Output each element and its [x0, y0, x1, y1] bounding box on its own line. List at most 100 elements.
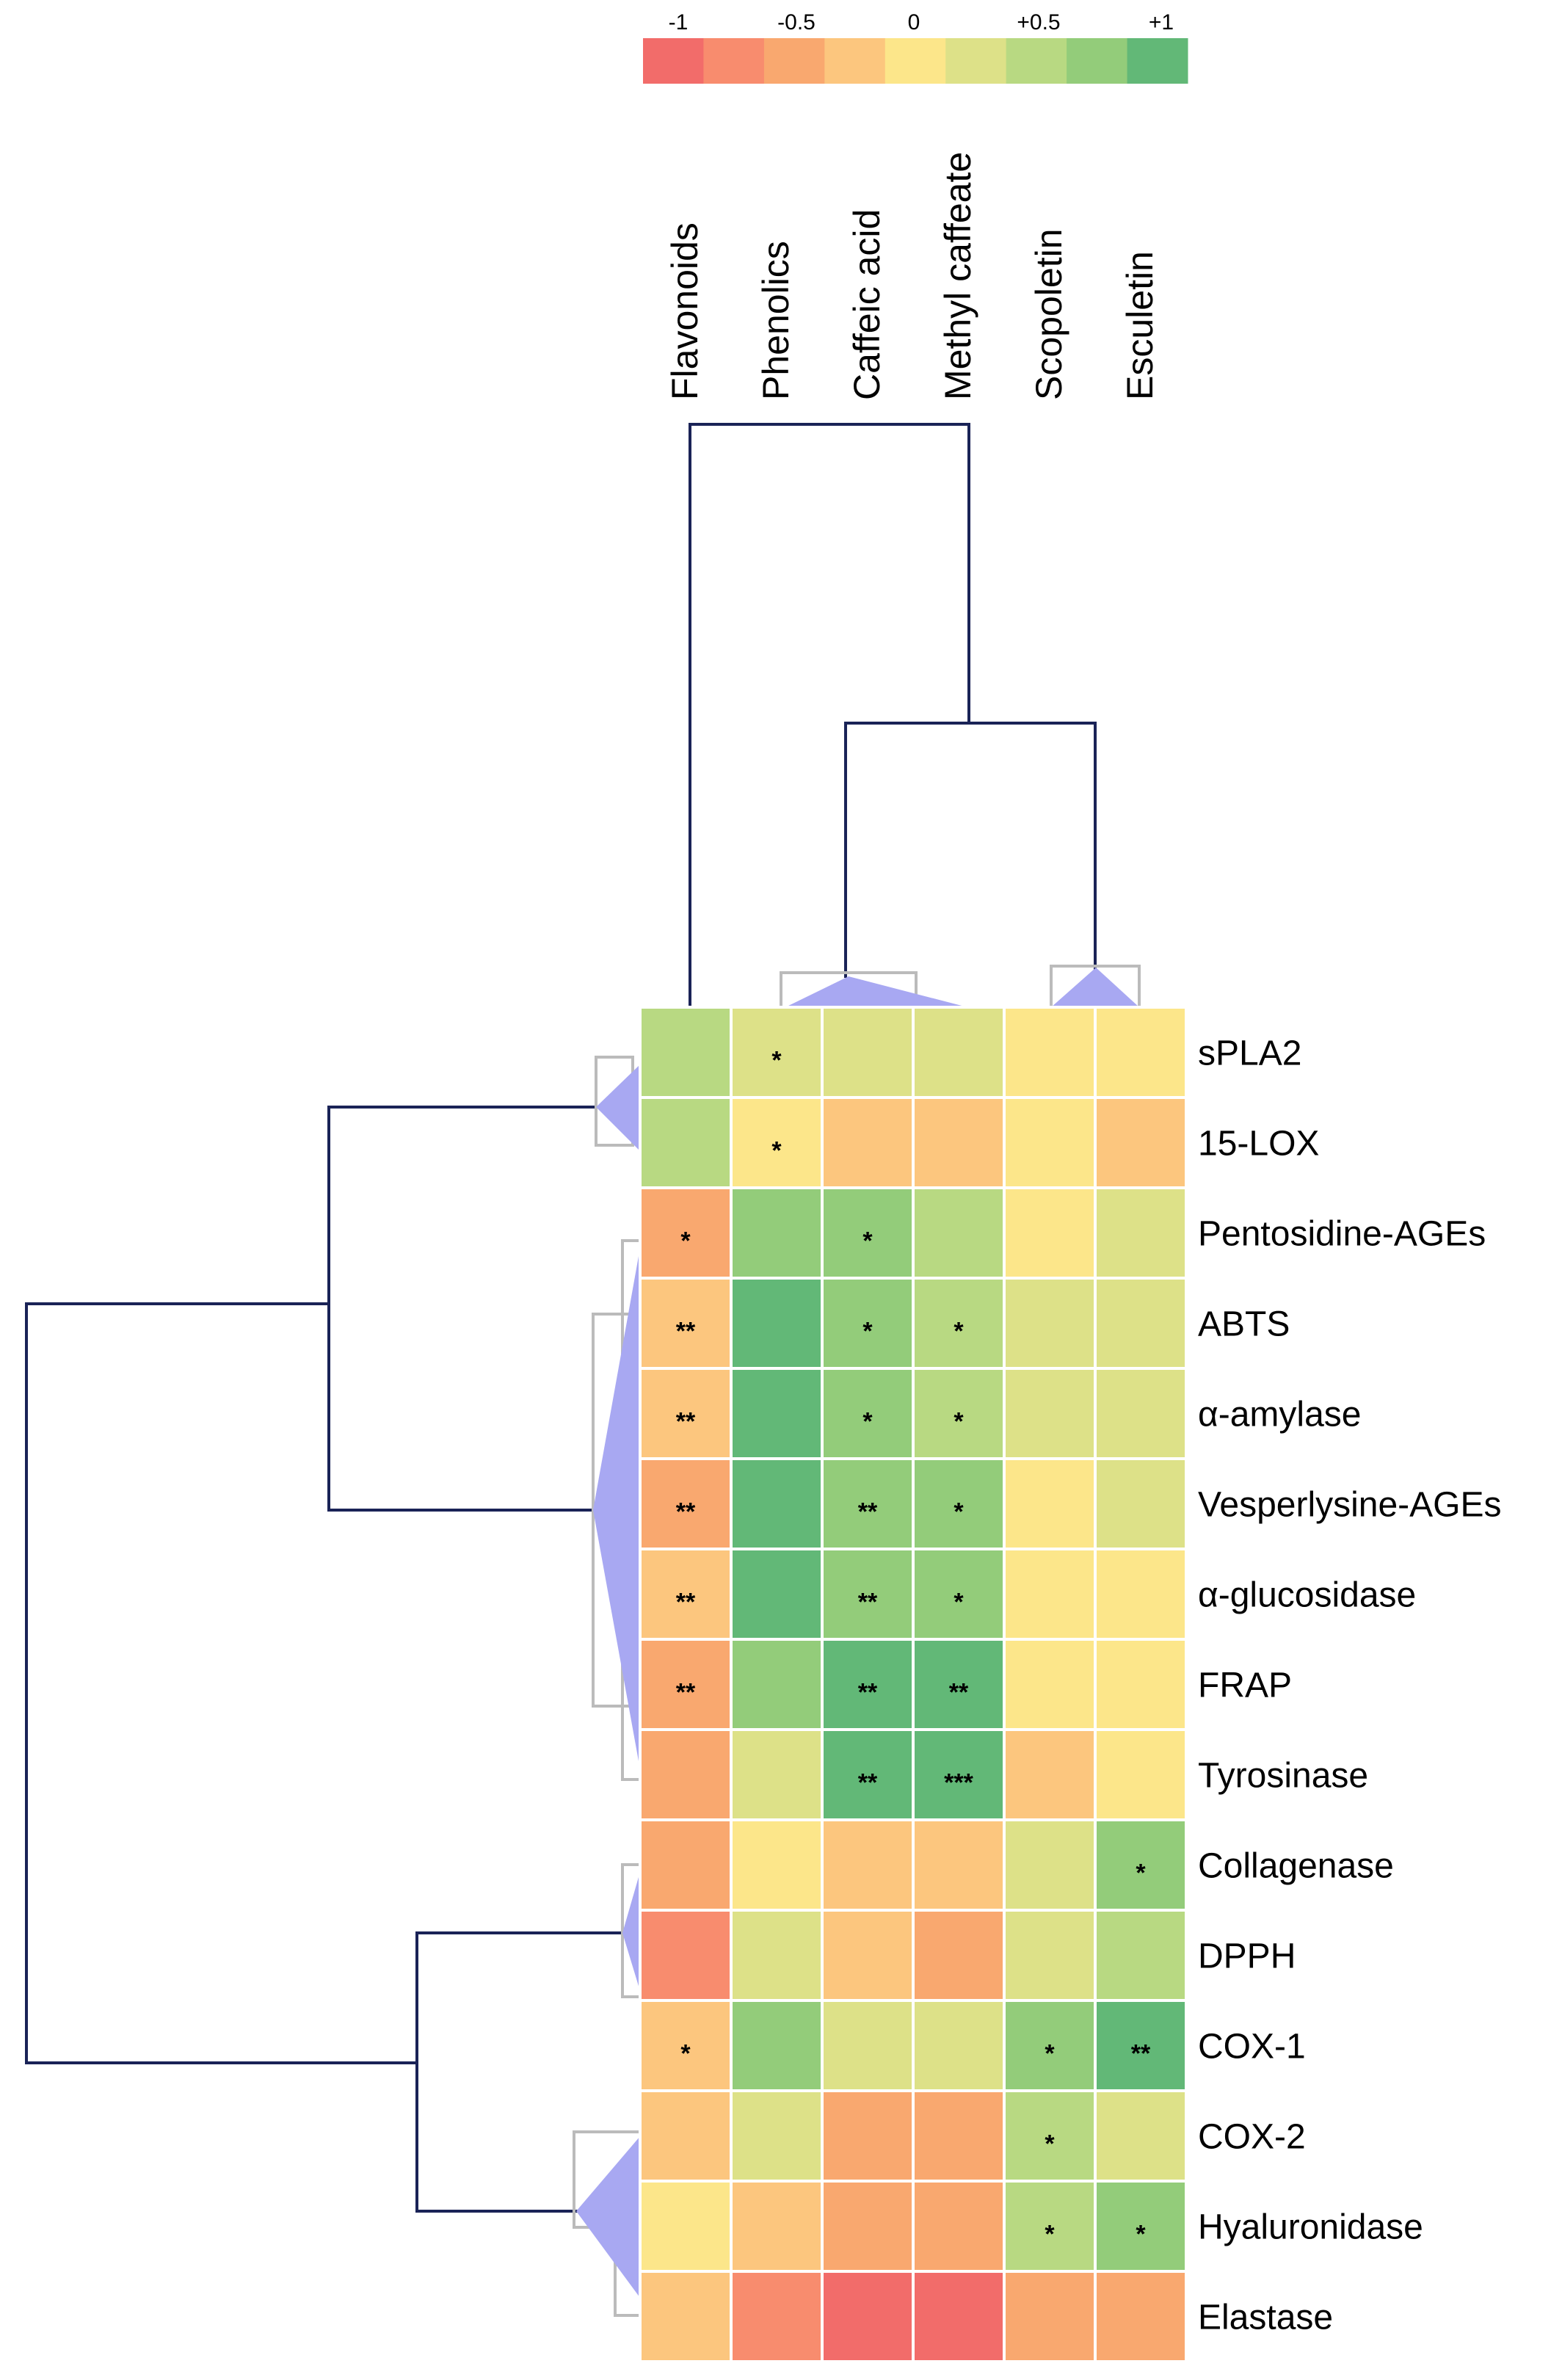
significance-mark: * — [771, 1137, 782, 1165]
heatmap-cell — [821, 1367, 915, 1460]
heatmap-cell — [1094, 1277, 1188, 1370]
heatmap-cell — [639, 1277, 733, 1370]
significance-mark: ** — [1131, 2040, 1151, 2068]
row-label: Tyrosinase — [1198, 1757, 1368, 1796]
heatmap-cell — [1003, 1277, 1097, 1370]
heatmap-cells — [639, 1006, 1188, 2363]
significance-mark: * — [954, 1498, 964, 1526]
row-label: α-glucosidase — [1198, 1576, 1416, 1615]
row-label: sPLA2 — [1198, 1034, 1301, 1073]
legend-tick-label: 0 — [908, 10, 920, 35]
significance-mark: * — [680, 2040, 691, 2068]
heatmap-cell — [1003, 1548, 1097, 1641]
column-label: Caffeic acid — [846, 209, 887, 400]
heatmap-cell — [639, 1638, 733, 1731]
significance-mark: * — [862, 1318, 873, 1346]
heatmap-cell — [821, 1277, 915, 1370]
row-label: FRAP — [1198, 1666, 1292, 1705]
significance-mark: * — [954, 1318, 964, 1346]
heatmap-cell — [730, 1638, 824, 1731]
significance-mark: * — [954, 1589, 964, 1617]
heatmap-cell — [730, 2180, 824, 2273]
heatmap-cell — [1003, 1909, 1097, 2002]
column-subcluster-markers — [780, 965, 1141, 1009]
heatmap-cell — [1003, 1638, 1097, 1731]
heatmap-cell — [639, 2270, 733, 2363]
heatmap-cell — [1094, 2270, 1188, 2363]
heatmap-cell — [1003, 1367, 1097, 1460]
legend-swatch — [1127, 38, 1188, 84]
significance-mark: ** — [858, 1498, 878, 1526]
significance-mark: ** — [676, 1589, 696, 1617]
heatmap-cell — [730, 1277, 824, 1370]
heatmap-cell — [912, 2089, 1006, 2183]
column-label: Esculetin — [1119, 251, 1160, 400]
heatmap-cell — [1094, 2089, 1188, 2183]
row-label: ABTS — [1198, 1305, 1290, 1344]
column-label: Scopoletin — [1028, 229, 1069, 401]
legend-swatch — [1067, 38, 1128, 84]
significance-mark: * — [954, 1408, 964, 1436]
significance-mark: * — [771, 1047, 782, 1075]
heatmap-cell — [730, 1367, 824, 1460]
heatmap-cell — [821, 1096, 915, 1189]
heatmap-cell — [1094, 1096, 1188, 1189]
heatmap-cell — [639, 1728, 733, 1821]
row-labels: sPLA2 15-LOX Pentosidine-AGEs ABTS α-amylase… — [1198, 1034, 1502, 2337]
heatmap-cell — [639, 1548, 733, 1641]
legend-tick-label: -0.5 — [777, 10, 816, 35]
heatmap-cell — [912, 1909, 1006, 2002]
significance-mark: * — [1136, 2221, 1146, 2249]
significance-mark: * — [1136, 1860, 1146, 1887]
row-label: Vesperlysine-AGEs — [1198, 1486, 1502, 1525]
heatmap-cell — [912, 2270, 1006, 2363]
heatmap-cell — [821, 1999, 915, 2092]
legend-swatch — [643, 38, 704, 84]
heatmap-cell — [1003, 1457, 1097, 1550]
subcluster-triangle — [1051, 968, 1139, 1007]
heatmap-cell — [912, 1186, 1006, 1280]
heatmap-cell — [821, 2089, 915, 2183]
subcluster-triangle — [622, 1872, 640, 1991]
heatmap-cell — [639, 2089, 733, 2183]
heatmap-cell — [821, 1728, 915, 1821]
legend-swatch — [824, 38, 886, 84]
heatmap-cell — [1003, 1186, 1097, 1280]
significance-mark: *** — [944, 1769, 973, 1797]
heatmap-cell — [730, 1457, 824, 1550]
legend-tick-label: +1 — [1149, 10, 1174, 35]
heatmap-cell — [639, 1909, 733, 2002]
significance-mark: ** — [858, 1589, 878, 1617]
legend-swatch — [703, 38, 765, 84]
heatmap-cell — [639, 1006, 733, 1099]
heatmap-cell — [1003, 1818, 1097, 1912]
heatmap-cell — [1094, 1909, 1188, 2002]
heatmap-cell — [821, 1818, 915, 1912]
significance-mark: ** — [858, 1679, 878, 1707]
subcluster-triangle — [785, 976, 967, 1007]
significance-mark: * — [862, 1408, 873, 1436]
legend-tick-label: +0.5 — [1017, 10, 1060, 35]
heatmap-cell — [1003, 2270, 1097, 2363]
row-label: COX-2 — [1198, 2118, 1306, 2157]
row-label: DPPH — [1198, 1937, 1296, 1976]
heatmap-cell — [730, 2089, 824, 2183]
column-labels: Flavonoids Phenolics Caffeic acid Methyl ca… — [664, 152, 1160, 400]
significance-mark: * — [680, 1227, 691, 1255]
row-label: Hyaluronidase — [1198, 2208, 1423, 2247]
heatmap-cell — [821, 1006, 915, 1099]
legend-swatch — [945, 38, 1007, 84]
significance-mark: ** — [858, 1769, 878, 1797]
row-label: Collagenase — [1198, 1847, 1394, 1886]
significance-mark: ** — [676, 1318, 696, 1346]
significance-mark: * — [862, 1227, 873, 1255]
significance-mark: * — [1045, 2221, 1055, 2249]
row-label: COX-1 — [1198, 2028, 1306, 2067]
row-dendrogram — [25, 1106, 631, 2213]
heatmap-cell — [1094, 1548, 1188, 1641]
heatmap-cell — [1003, 1728, 1097, 1821]
column-dendrogram — [689, 423, 1097, 1009]
legend-tick-label: -1 — [669, 10, 689, 35]
heatmap-cell — [639, 1999, 733, 2092]
